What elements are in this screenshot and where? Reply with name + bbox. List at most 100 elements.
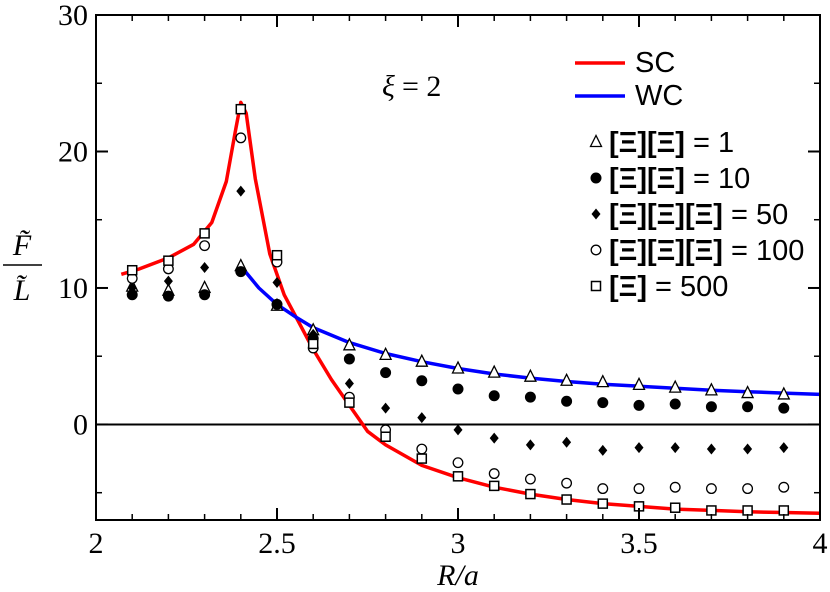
data-point-series-3 xyxy=(598,444,608,456)
data-point-series-5 xyxy=(199,228,210,239)
legend-marker-3 xyxy=(591,208,601,220)
data-point-series-4 xyxy=(669,481,681,493)
data-point-series-4 xyxy=(705,483,717,495)
data-point-series-2 xyxy=(343,353,355,365)
data-point-series-3 xyxy=(489,432,499,444)
data-point-series-3 xyxy=(200,262,210,273)
legend-marker-4 xyxy=(590,244,602,256)
x-tick-label: 3 xyxy=(451,527,466,560)
data-point-series-4 xyxy=(235,132,247,144)
curve-sc xyxy=(120,100,821,515)
data-point-series-5 xyxy=(271,249,283,261)
data-point-series-3 xyxy=(236,185,246,197)
data-point-series-4 xyxy=(488,468,500,480)
data-point-series-3 xyxy=(308,328,318,340)
data-point-series-4 xyxy=(416,443,428,455)
data-point-series-1 xyxy=(487,364,501,378)
legend-label-4: [Ξ][Ξ][Ξ] = 100 xyxy=(609,235,804,267)
data-point-series-3 xyxy=(417,412,427,424)
data-point-series-2 xyxy=(162,290,174,302)
data-point-series-1 xyxy=(560,372,574,386)
data-point-series-4 xyxy=(742,483,754,495)
data-point-series-5 xyxy=(706,505,717,516)
data-point-series-4 xyxy=(199,240,211,252)
data-point-series-1 xyxy=(342,337,356,351)
data-point-series-2 xyxy=(669,398,681,410)
legend-label-1: [Ξ][Ξ] = 1 xyxy=(609,127,734,159)
data-point-series-2 xyxy=(235,266,247,278)
data-point-series-4 xyxy=(778,481,790,493)
data-point-series-5 xyxy=(742,505,753,516)
legend-label-3: [Ξ][Ξ][Ξ] = 50 xyxy=(609,199,788,231)
y-tick-label: 0 xyxy=(73,408,88,441)
data-point-series-4 xyxy=(524,473,536,485)
data-point-series-1 xyxy=(379,346,393,361)
legend-glyph: [Ξ] xyxy=(609,127,647,159)
legend-glyph: [Ξ] xyxy=(609,199,647,231)
data-point-series-5 xyxy=(597,498,609,509)
legend-glyph: [Ξ] xyxy=(685,235,723,267)
x-tick-label: 3.5 xyxy=(620,527,658,560)
x-axis-label: R/a xyxy=(436,559,479,592)
legend-value: = 1 xyxy=(685,127,734,159)
data-point-series-2 xyxy=(524,391,536,403)
legend-glyph: [Ξ] xyxy=(609,235,647,267)
data-point-series-5 xyxy=(488,480,500,492)
data-point-series-1 xyxy=(632,376,646,391)
legend-glyph: [Ξ] xyxy=(647,127,685,159)
data-point-series-5 xyxy=(778,505,790,516)
y-tick-label: 30 xyxy=(58,0,88,32)
legend-label-5: [Ξ] = 500 xyxy=(609,271,728,303)
data-point-series-5 xyxy=(126,264,138,276)
data-point-series-2 xyxy=(452,383,464,395)
data-point-series-3 xyxy=(163,275,173,287)
markers-group xyxy=(125,103,791,516)
data-point-series-2 xyxy=(561,395,573,407)
y-axis-label-denominator: L̃ xyxy=(13,274,31,307)
data-point-series-3 xyxy=(562,436,572,448)
data-point-series-3 xyxy=(453,424,463,436)
data-point-series-5 xyxy=(416,453,428,464)
legend-label-2: [Ξ][Ξ] = 10 xyxy=(609,163,750,195)
data-point-series-2 xyxy=(416,375,428,387)
data-point-series-4 xyxy=(633,483,645,495)
data-point-series-3 xyxy=(381,402,391,414)
x-tick-label: 2.5 xyxy=(258,527,296,560)
data-point-series-1 xyxy=(415,353,429,367)
legend-marker-2 xyxy=(590,172,602,184)
x-tick-label: 4 xyxy=(813,527,828,560)
data-point-series-2 xyxy=(380,367,392,379)
data-point-series-4 xyxy=(561,477,573,489)
legend-glyph: [Ξ] xyxy=(647,163,685,195)
y-tick-label: 10 xyxy=(58,272,88,305)
data-point-series-3 xyxy=(634,442,644,454)
annotation-value: = 2 xyxy=(402,70,441,103)
data-point-series-2 xyxy=(199,289,211,301)
legend-value: = 100 xyxy=(723,235,804,267)
data-point-series-4 xyxy=(597,483,609,495)
legend-glyph: [Ξ] xyxy=(647,235,685,267)
y-tick-label: 20 xyxy=(58,135,88,168)
data-point-series-2 xyxy=(633,399,645,411)
legend-label-sc: SC xyxy=(635,47,675,79)
data-point-series-3 xyxy=(670,442,680,454)
x-tick-label: 2 xyxy=(89,527,104,560)
data-point-series-3 xyxy=(743,443,753,455)
legend-glyph: [Ξ] xyxy=(647,199,685,231)
legend-value: = 500 xyxy=(647,271,728,303)
data-point-series-2 xyxy=(271,298,283,310)
data-point-series-1 xyxy=(523,368,537,382)
y-axis-label-numerator: F̃ xyxy=(12,229,32,262)
data-point-series-3 xyxy=(525,439,535,451)
data-point-series-1 xyxy=(704,382,718,396)
axis-labels-group: R/a F̃ L̃ xyxy=(3,229,479,592)
data-point-series-3 xyxy=(272,277,282,289)
legend-marker-1 xyxy=(589,134,603,148)
legend-value: = 50 xyxy=(723,199,788,231)
data-point-series-2 xyxy=(597,397,609,409)
data-point-series-4 xyxy=(452,457,464,469)
data-point-series-5 xyxy=(163,255,174,266)
data-point-series-3 xyxy=(779,442,789,454)
data-point-series-1 xyxy=(596,374,610,388)
